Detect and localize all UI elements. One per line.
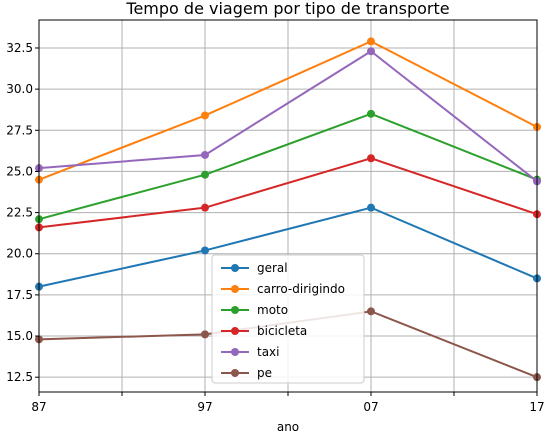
legend-label-moto: moto xyxy=(257,303,288,317)
legend-marker-carro-dirigindo xyxy=(231,285,239,293)
y-tick-label: 12.5 xyxy=(6,370,33,384)
legend-label-taxi: taxi xyxy=(257,345,280,359)
y-tick-label: 27.5 xyxy=(6,123,33,137)
chart-title: Tempo de viagem por tipo de transporte xyxy=(125,0,449,18)
data-point-moto xyxy=(201,170,209,179)
data-point-geral xyxy=(201,246,209,255)
legend-label-pe: pe xyxy=(257,366,272,380)
data-point-pe xyxy=(367,307,375,316)
data-point-bicicleta xyxy=(201,203,209,212)
legend: geral carro-dirigindo moto bicicleta taxi pe xyxy=(211,254,365,384)
x-tick-label: 07 xyxy=(363,400,378,414)
series-line-carro-dirigindo xyxy=(38,40,538,181)
x-tick-label: 87 xyxy=(31,400,46,414)
axis-ticks: 12.5 15.0 17.5 20.0 22.5 25.0 27.5 30.0 32.5 87 97… xyxy=(6,41,544,414)
series-lines xyxy=(35,37,541,382)
y-tick-label: 30.0 xyxy=(6,82,33,96)
legend-marker-bicicleta xyxy=(231,327,239,335)
legend-label-bicicleta: bicicleta xyxy=(257,324,307,338)
series-line-moto xyxy=(38,112,538,221)
legend-label-geral: geral xyxy=(257,261,288,275)
series-line-bicicleta xyxy=(38,157,538,229)
data-point-carro-dirigindo xyxy=(201,111,209,120)
y-tick-label: 15.0 xyxy=(6,329,33,343)
y-tick-label: 17.5 xyxy=(6,288,33,302)
legend-box xyxy=(211,254,365,384)
legend-marker-geral xyxy=(231,264,239,272)
data-point-pe xyxy=(201,330,209,339)
y-tick-label: 20.0 xyxy=(6,247,33,261)
legend-marker-pe xyxy=(231,369,239,377)
data-point-carro-dirigindo xyxy=(367,37,375,46)
data-point-bicicleta xyxy=(367,154,375,163)
x-axis-label: ano xyxy=(277,420,299,434)
legend-marker-moto xyxy=(231,306,239,314)
y-tick-label: 22.5 xyxy=(6,206,33,220)
data-point-geral xyxy=(367,203,375,212)
data-point-taxi xyxy=(201,150,209,159)
y-tick-label: 32.5 xyxy=(6,41,33,55)
x-tick-label: 97 xyxy=(197,400,212,414)
legend-label-carro-dirigindo: carro-dirigindo xyxy=(257,282,345,296)
data-point-taxi xyxy=(367,47,375,56)
series-line-geral xyxy=(38,206,538,288)
series-line-taxi xyxy=(38,50,538,183)
y-tick-label: 25.0 xyxy=(6,164,33,178)
x-tick-label: 17 xyxy=(529,400,544,414)
data-point-moto xyxy=(367,109,375,118)
legend-marker-taxi xyxy=(231,348,239,356)
